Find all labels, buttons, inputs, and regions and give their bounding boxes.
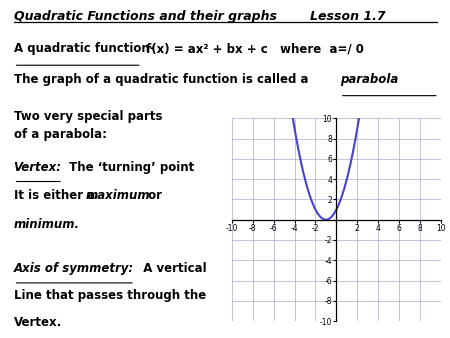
- Text: or: or: [144, 189, 162, 202]
- Text: Vertex.: Vertex.: [14, 316, 62, 329]
- Text: A quadratic function-: A quadratic function-: [14, 42, 154, 55]
- Text: Quadratic Functions and their graphs: Quadratic Functions and their graphs: [14, 10, 276, 23]
- Text: Line that passes through the: Line that passes through the: [14, 289, 206, 302]
- Text: The ‘turning’ point: The ‘turning’ point: [65, 161, 194, 173]
- Text: f(x) = ax² + bx + c   where  a=/ 0: f(x) = ax² + bx + c where a=/ 0: [146, 42, 364, 55]
- Text: Vertex:: Vertex:: [14, 161, 62, 173]
- Text: Two very special parts
of a parabola:: Two very special parts of a parabola:: [14, 110, 162, 141]
- Text: Lesson 1.7: Lesson 1.7: [310, 10, 386, 23]
- Text: The graph of a quadratic function is called a: The graph of a quadratic function is cal…: [14, 73, 308, 86]
- Text: Axis of symmetry:: Axis of symmetry:: [14, 262, 134, 275]
- Text: maximum: maximum: [86, 189, 150, 202]
- Text: parabola: parabola: [340, 73, 398, 86]
- Text: A vertical: A vertical: [135, 262, 207, 275]
- Text: minimum.: minimum.: [14, 218, 80, 231]
- Text: It is either a: It is either a: [14, 189, 99, 202]
